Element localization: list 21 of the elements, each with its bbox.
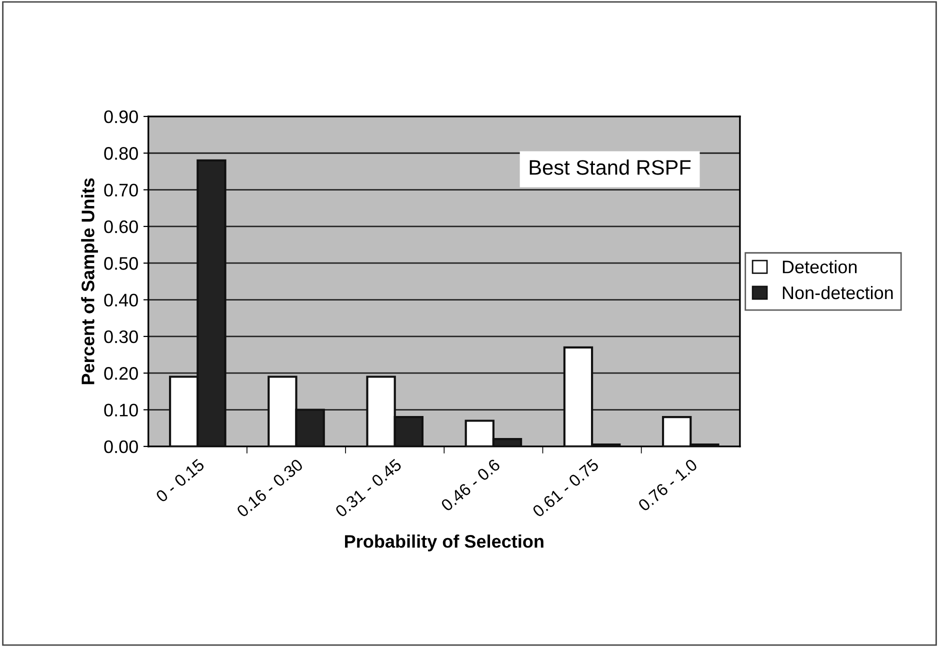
y-tick-label: 0.80 — [104, 147, 138, 160]
x-tick-label: 0 - 0.15 — [155, 458, 205, 503]
x-axis-title: Probability of Selection — [345, 534, 544, 552]
legend-label: Detection — [782, 260, 857, 274]
legend-label: Non-detection — [782, 286, 893, 300]
x-tick-label: 0.46 - 0.6 — [440, 458, 501, 512]
y-tick-label: 0.30 — [104, 330, 138, 344]
y-tick-label: 0.60 — [104, 220, 138, 234]
x-tick-label: 0.61 - 0.75 — [532, 458, 600, 518]
y-tick-label: 0.20 — [104, 367, 138, 380]
y-tick-label: 0.40 — [104, 294, 138, 306]
x-tick-label: 0.31 - 0.45 — [334, 458, 402, 518]
y-tick-label: 0.90 — [104, 110, 138, 124]
y-tick-label: 0.70 — [104, 184, 138, 197]
y-tick-label: 0.10 — [104, 404, 138, 416]
annotation: Best Stand RSPF — [530, 160, 691, 175]
x-tick-label: 0.16 - 0.30 — [236, 458, 304, 518]
y-tick-label: 0.00 — [104, 440, 138, 454]
y-tick-label: 0.50 — [104, 257, 138, 270]
x-tick-label: 0.76 - 1.0 — [637, 458, 698, 512]
y-axis-title: Percent of Sample Units — [81, 178, 98, 384]
